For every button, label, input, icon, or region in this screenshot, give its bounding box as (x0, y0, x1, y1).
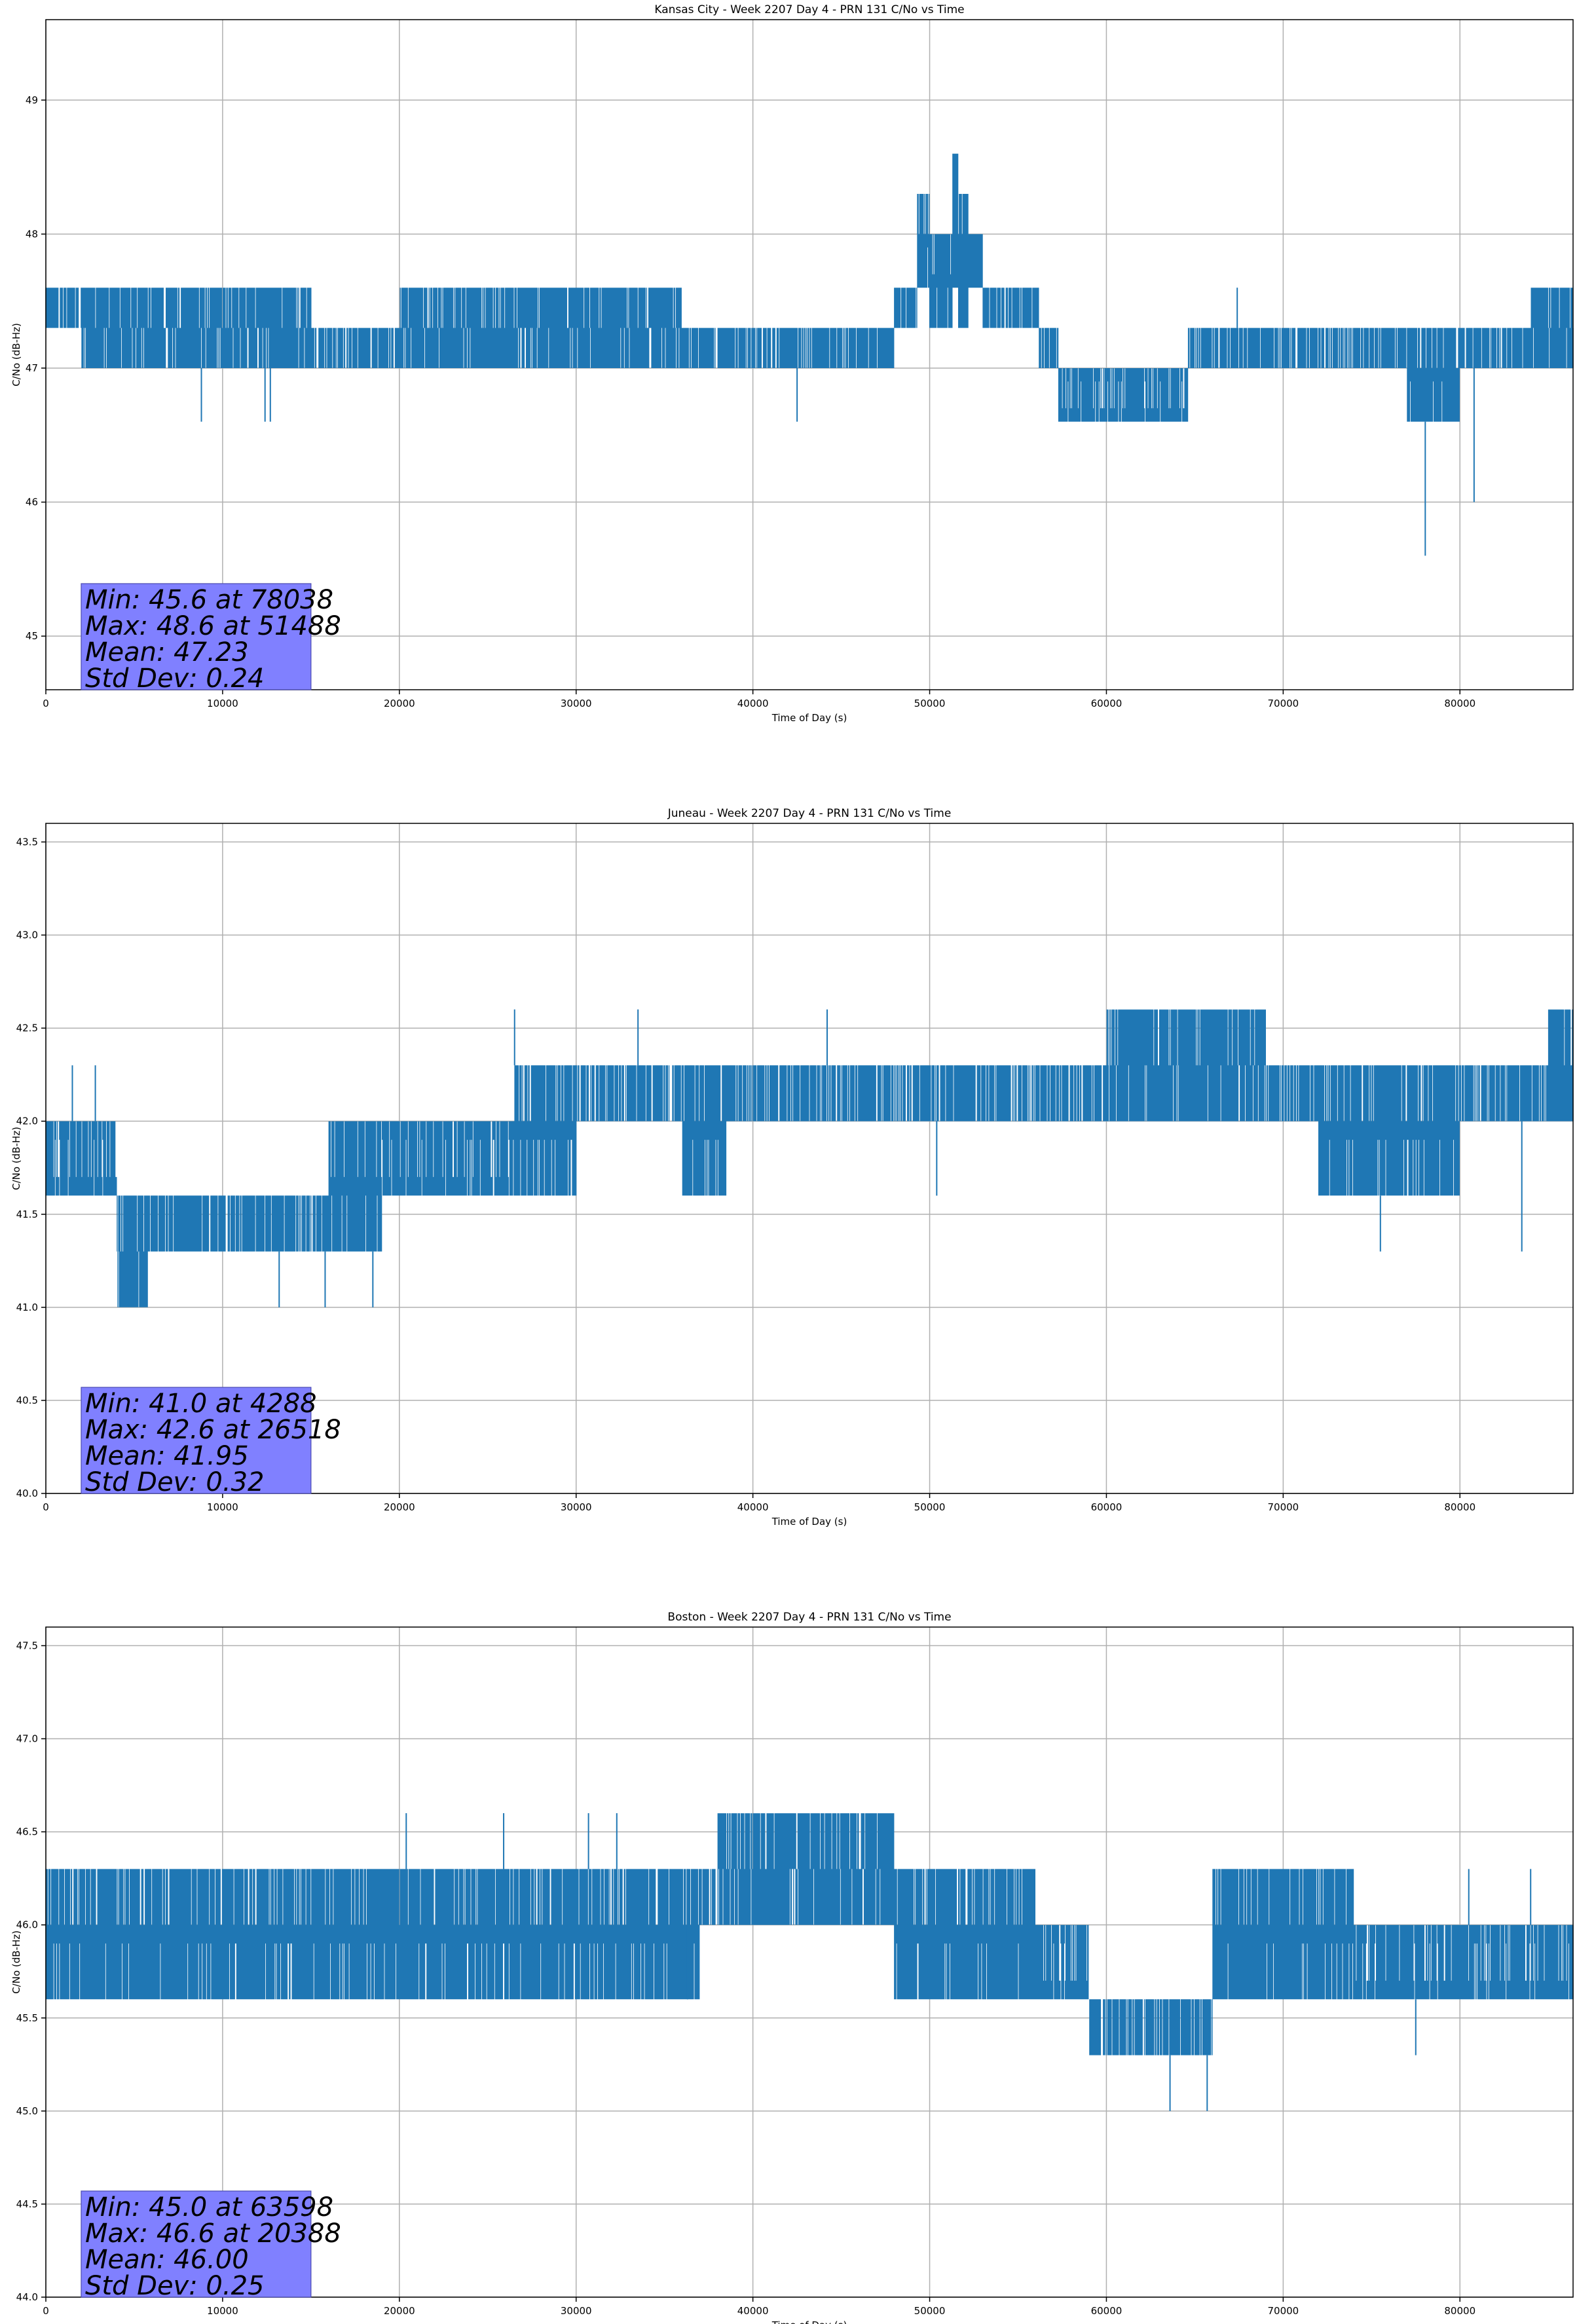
juneau-stats-line-1: Max: 42.6 at 26518 (85, 1415, 341, 1445)
juneau-ytick-label-1: 40.5 (16, 1395, 38, 1406)
juneau-ytick-label-5: 42.5 (16, 1022, 38, 1034)
juneau-xtick-label-3: 30000 (561, 1501, 592, 1513)
juneau-ytick-label-3: 41.5 (16, 1209, 38, 1220)
kansas-city-ytick-label-2: 47 (26, 362, 38, 374)
juneau-ytick-label-0: 40.0 (16, 1488, 38, 1499)
kansas-city-xtick-label-8: 80000 (1444, 698, 1475, 709)
juneau-xtick-label-4: 40000 (737, 1501, 769, 1513)
boston-stats-box (81, 2190, 312, 2298)
boston-stats-line-1: Max: 46.6 at 20388 (85, 2219, 341, 2249)
kansas-city-xtick-label-3: 30000 (561, 698, 592, 709)
juneau-xlabel: Time of Day (s) (771, 1516, 847, 1527)
kansas-city-xlabel: Time of Day (s) (771, 712, 847, 724)
juneau-title: Juneau - Week 2207 Day 4 - PRN 131 C/No … (667, 807, 952, 820)
boston-ytick-label-6: 47.0 (16, 1733, 38, 1745)
boston-ytick-label-5: 46.5 (16, 1826, 38, 1838)
chart-kansas-city: 0 10000 20000 30000 40000 50000 60000 70000 8000… (10, 3, 1574, 724)
kansas-city-ytick-label-4: 49 (26, 94, 38, 106)
kansas-city-xtick-label-7: 70000 (1267, 698, 1299, 709)
boston-xtick-label-3: 30000 (561, 2305, 592, 2317)
kansas-city-axes-frame (45, 19, 1574, 690)
kansas-city-ytick-label-1: 46 (26, 497, 38, 508)
kansas-city-xtick-label-4: 40000 (737, 698, 769, 709)
boston-axes-frame (45, 1626, 1574, 2298)
boston-xlabel: Time of Day (s) (771, 2319, 847, 2324)
juneau-stats-line-0: Min: 41.0 at 4288 (85, 1389, 317, 1419)
juneau-xtick-label-6: 60000 (1091, 1501, 1122, 1513)
boston-xtick-label-7: 70000 (1267, 2305, 1299, 2317)
chart-juneau: 0 10000 20000 30000 40000 50000 60000 70000 8000… (10, 807, 1574, 1527)
boston-xtick-label-2: 20000 (384, 2305, 415, 2317)
boston-xtick-label-6: 60000 (1091, 2305, 1122, 2317)
kansas-city-stats-line-3: Std Dev: 0.24 (85, 664, 265, 694)
boston-xtick-label-8: 80000 (1444, 2305, 1475, 2317)
kansas-city-stats-line-0: Min: 45.6 at 78038 (85, 585, 333, 615)
juneau-stats-line-2: Mean: 41.95 (85, 1441, 249, 1471)
kansas-city-stats-line-1: Max: 48.6 at 51488 (85, 611, 341, 641)
boston-ytick-label-7: 47.5 (16, 1640, 38, 1651)
boston-ytick-label-3: 45.5 (16, 2012, 38, 2024)
boston-ylabel: C/No (dB-Hz) (10, 1930, 22, 1994)
juneau-stats-line-3: Std Dev: 0.32 (85, 1467, 265, 1497)
juneau-xtick-label-2: 20000 (384, 1501, 415, 1513)
boston-xtick-label-4: 40000 (737, 2305, 769, 2317)
kansas-city-xtick-label-5: 50000 (914, 698, 946, 709)
juneau-xtick-label-7: 70000 (1267, 1501, 1299, 1513)
juneau-xtick-label-0: 0 (43, 1501, 49, 1513)
juneau-stats-box (81, 1387, 312, 1494)
boston-stats-line-0: Min: 45.0 at 63598 (85, 2192, 333, 2222)
kansas-city-xtick-label-1: 10000 (207, 698, 238, 709)
juneau-axes-frame (45, 823, 1574, 1494)
kansas-city-title: Kansas City - Week 2207 Day 4 - PRN 131 … (654, 3, 964, 16)
boston-xtick-label-1: 10000 (207, 2305, 238, 2317)
juneau-xtick-label-1: 10000 (207, 1501, 238, 1513)
boston-ytick-label-2: 45.0 (16, 2105, 38, 2117)
kansas-city-xtick-label-6: 60000 (1091, 698, 1122, 709)
chart-boston: 0 10000 20000 30000 40000 50000 60000 70000 8000… (10, 1611, 1574, 2324)
juneau-xtick-label-5: 50000 (914, 1501, 946, 1513)
boston-ytick-label-1: 44.5 (16, 2198, 38, 2210)
kansas-city-xtick-label-2: 20000 (384, 698, 415, 709)
juneau-ytick-label-4: 42.0 (16, 1115, 38, 1127)
boston-stats-line-3: Std Dev: 0.25 (85, 2271, 265, 2301)
kansas-city-xtick-label-0: 0 (43, 698, 49, 709)
juneau-xtick-label-8: 80000 (1444, 1501, 1475, 1513)
boston-xtick-label-5: 50000 (914, 2305, 946, 2317)
kansas-city-ytick-label-3: 48 (26, 228, 38, 240)
juneau-ytick-label-6: 43.0 (16, 929, 38, 941)
kansas-city-ylabel: C/No (dB-Hz) (10, 323, 22, 386)
boston-ytick-label-4: 46.0 (16, 1919, 38, 1931)
boston-xtick-label-0: 0 (43, 2305, 49, 2317)
kansas-city-ytick-label-0: 45 (26, 630, 38, 642)
boston-stats-line-2: Mean: 46.00 (85, 2245, 249, 2275)
juneau-ylabel: C/No (dB-Hz) (10, 1127, 22, 1190)
kansas-city-stats-line-2: Mean: 47.23 (85, 637, 249, 667)
kansas-city-stats-box (81, 583, 312, 690)
juneau-ytick-label-2: 41.0 (16, 1302, 38, 1313)
juneau-ytick-label-7: 43.5 (16, 836, 38, 848)
boston-ytick-label-0: 44.0 (16, 2291, 38, 2303)
boston-title: Boston - Week 2207 Day 4 - PRN 131 C/No … (667, 1611, 951, 1624)
